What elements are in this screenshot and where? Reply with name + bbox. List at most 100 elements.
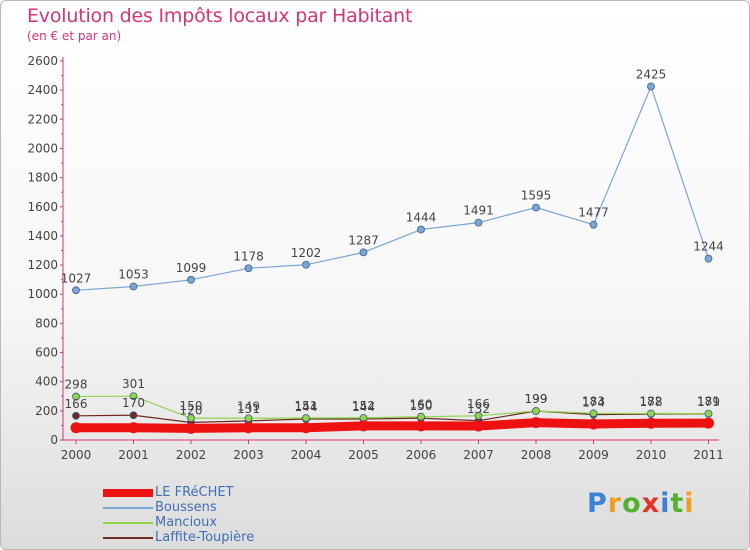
- data-label: 170: [122, 396, 145, 410]
- data-point-2: [532, 407, 540, 415]
- data-point-1: [532, 203, 540, 212]
- data-point-2: [72, 392, 80, 401]
- x-tick-label: 2010: [636, 448, 667, 462]
- chart-title: Evolution des Impôts locaux par Habitant: [27, 5, 413, 27]
- data-label: 2425: [636, 68, 667, 82]
- data-point-3: [72, 411, 80, 420]
- data-point-2: [302, 414, 310, 422]
- data-label: 132: [467, 402, 490, 416]
- data-point-0: [358, 420, 369, 432]
- y-tick-label: 1800: [27, 171, 58, 185]
- data-label: 178: [640, 395, 663, 409]
- data-label: 182: [640, 394, 663, 408]
- legend-label: Mancioux: [155, 515, 218, 530]
- legend-swatch: [103, 522, 153, 524]
- logo-letter: o: [622, 488, 642, 519]
- y-tick-label: 0: [50, 433, 58, 447]
- y-tick-label: 200: [35, 404, 58, 418]
- data-point-2: [704, 409, 713, 418]
- data-label: 144: [352, 400, 375, 414]
- logo-letter: i: [660, 488, 671, 519]
- legend-label: LE FRéCHET: [155, 485, 234, 500]
- data-point-0: [415, 420, 427, 432]
- data-label: 1099: [176, 261, 207, 275]
- data-point-1: [72, 286, 80, 295]
- data-label: 144: [295, 400, 318, 414]
- data-label: 1202: [291, 246, 322, 260]
- data-point-2: [244, 414, 253, 423]
- data-point-1: [129, 282, 138, 291]
- x-tick-label: 2004: [291, 448, 322, 462]
- data-point-2: [589, 409, 598, 418]
- data-point-0: [243, 422, 254, 434]
- data-point-1: [474, 218, 483, 227]
- data-point-0: [530, 417, 542, 429]
- data-label: 181: [697, 395, 720, 409]
- logo-letter: P: [587, 488, 608, 519]
- data-point-0: [588, 418, 599, 430]
- y-tick-label: 2200: [27, 112, 58, 126]
- data-label: 1178: [233, 249, 264, 263]
- y-tick-label: 2600: [27, 54, 58, 68]
- legend-label: Boussens: [155, 500, 217, 515]
- data-point-2: [129, 392, 138, 401]
- data-label: 166: [467, 397, 490, 411]
- data-label: 1053: [118, 268, 149, 282]
- data-label: 1595: [521, 188, 552, 202]
- y-tick-label: 1400: [27, 229, 58, 243]
- chart-subtitle: (en € et par an): [27, 29, 122, 43]
- legend-label: Laffite-Toupière: [155, 530, 255, 545]
- data-point-0: [70, 422, 82, 434]
- data-label: 160: [410, 398, 433, 412]
- x-tick-label: 2007: [463, 448, 494, 462]
- data-label: 1477: [578, 206, 609, 220]
- y-tick-label: 1600: [27, 200, 58, 214]
- x-tick-label: 2011: [693, 448, 724, 462]
- data-point-2: [187, 414, 195, 423]
- data-label: 150: [410, 399, 433, 413]
- data-label: 301: [122, 377, 145, 391]
- data-label: 183: [582, 394, 605, 408]
- data-label: 1244: [693, 240, 724, 254]
- x-tick-label: 2002: [176, 448, 207, 462]
- data-point-1: [302, 260, 310, 269]
- x-tick-label: 2000: [61, 448, 92, 462]
- logo-letter: r: [607, 488, 623, 519]
- data-label: 1444: [406, 211, 437, 225]
- data-label: 298: [65, 378, 88, 392]
- data-point-1: [244, 264, 253, 273]
- data-point-2: [647, 409, 655, 418]
- data-label: 179: [697, 395, 720, 409]
- x-tick-label: 2006: [406, 448, 437, 462]
- y-tick-label: 400: [35, 375, 58, 389]
- y-tick-label: 2400: [27, 83, 58, 97]
- data-label: 120: [180, 404, 203, 418]
- legend-swatch: [103, 489, 153, 497]
- x-tick-label: 2001: [118, 448, 149, 462]
- data-label: 1027: [61, 271, 92, 285]
- y-tick-label: 1000: [27, 287, 58, 301]
- logo-letter: x: [641, 488, 661, 519]
- y-tick-label: 800: [35, 316, 58, 330]
- data-point-1: [589, 220, 598, 229]
- series-line-3: [75, 410, 710, 424]
- data-label: 150: [180, 399, 203, 413]
- data-label: 131: [237, 402, 260, 416]
- x-tick-label: 2005: [348, 448, 379, 462]
- data-point-1: [417, 225, 425, 234]
- data-point-1: [187, 275, 195, 284]
- data-label: 199: [525, 392, 548, 406]
- data-point-2: [474, 411, 483, 420]
- data-label: 199: [525, 392, 548, 406]
- data-point-1: [359, 248, 368, 257]
- data-label: 166: [65, 397, 88, 411]
- data-point-0: [703, 417, 714, 429]
- x-tick-label: 2009: [578, 448, 609, 462]
- y-tick-label: 600: [35, 346, 58, 360]
- series-line-0: [71, 418, 713, 433]
- data-point-3: [129, 411, 138, 420]
- data-point-1: [704, 254, 713, 263]
- data-point-0: [185, 422, 197, 434]
- data-label: 152: [352, 399, 375, 413]
